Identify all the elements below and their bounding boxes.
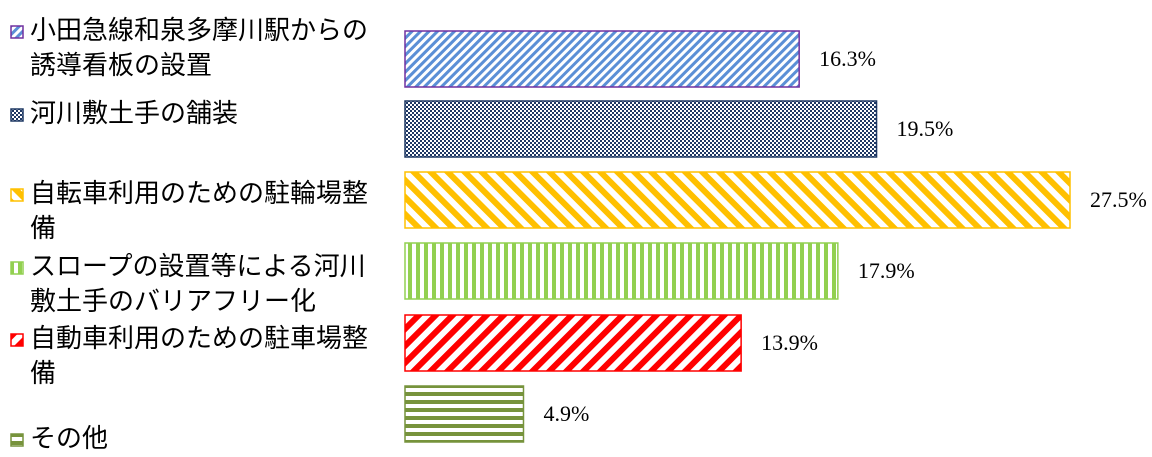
bar (404, 242, 839, 300)
bar (404, 30, 800, 88)
value-label: 17.9% (858, 258, 915, 283)
legend-item: 河川敷土手の舗装 (8, 97, 375, 132)
bar (404, 385, 525, 443)
legend-label: スロープの設置等による河川敷土手のバリアフリー化 (30, 252, 366, 317)
legend-label: その他 (30, 424, 109, 454)
legend-label: 河川敷土手の舗装 (30, 99, 239, 129)
legend-item: スロープの設置等による河川敷土手のバリアフリー化 (8, 250, 375, 320)
value-label: 16.3% (819, 46, 876, 71)
value-label: 4.9% (543, 401, 589, 426)
legend-item: その他 (8, 422, 375, 457)
legend-label: 小田急線和泉多摩川駅からの誘導看板の設置 (30, 16, 369, 81)
value-label: 13.9% (761, 330, 818, 355)
legend-item: 自転車利用のための駐輪場整備 (8, 177, 375, 247)
bar (404, 100, 878, 158)
legend-marker (10, 333, 24, 347)
legend-item: 小田急線和泉多摩川駅からの誘導看板の設置 (8, 14, 375, 84)
legend-marker (10, 188, 24, 202)
legend-label: 自動車利用のための駐車場整備 (30, 324, 369, 389)
legend-label: 自転車利用のための駐輪場整備 (30, 179, 369, 244)
bar (404, 314, 742, 372)
value-label: 19.5% (897, 116, 954, 141)
legend-marker (10, 261, 24, 275)
legend-marker (10, 108, 24, 122)
legend-item: 自動車利用のための駐車場整備 (8, 322, 375, 392)
legend-marker (10, 25, 24, 39)
legend-marker (10, 433, 24, 447)
value-label: 27.5% (1090, 187, 1147, 212)
bar (404, 171, 1071, 229)
